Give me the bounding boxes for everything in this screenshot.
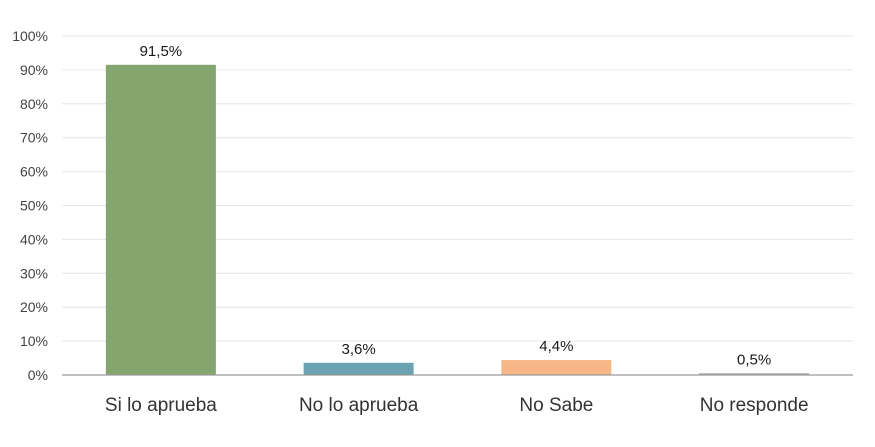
y-tick-label: 80% (20, 96, 48, 112)
x-axis-ticks: Si lo aprueba No lo aprueba No Sabe No resp… (105, 395, 809, 416)
y-tick-label: 60% (20, 164, 48, 180)
bars (105, 64, 810, 375)
y-tick-label: 50% (20, 198, 48, 214)
x-tick-label: Si lo aprueba (105, 395, 217, 416)
y-tick-label: 90% (20, 62, 48, 78)
y-tick-label: 10% (20, 333, 48, 349)
data-labels: 91,5% 3,6% 4,4% 0,5% (140, 43, 772, 368)
bar (501, 360, 612, 375)
data-label: 0,5% (737, 351, 771, 368)
y-tick-label: 0% (28, 367, 48, 383)
data-label: 91,5% (140, 43, 183, 60)
bar (105, 64, 216, 375)
x-tick-label: No lo aprueba (299, 395, 419, 416)
y-tick-label: 30% (20, 265, 48, 281)
y-tick-label: 70% (20, 130, 48, 146)
x-tick-label: No responde (700, 395, 809, 416)
y-tick-label: 20% (20, 299, 48, 315)
bar (303, 362, 414, 375)
data-label: 4,4% (539, 338, 573, 355)
data-label: 3,6% (342, 341, 376, 358)
y-tick-label: 40% (20, 231, 48, 247)
x-tick-label: No Sabe (519, 395, 593, 416)
bar (699, 373, 810, 375)
y-axis-ticks: 0% 10% 20% 30% 40% 50% 60% 70% 80% 90% 100% (12, 28, 48, 383)
y-tick-label: 100% (12, 28, 48, 44)
